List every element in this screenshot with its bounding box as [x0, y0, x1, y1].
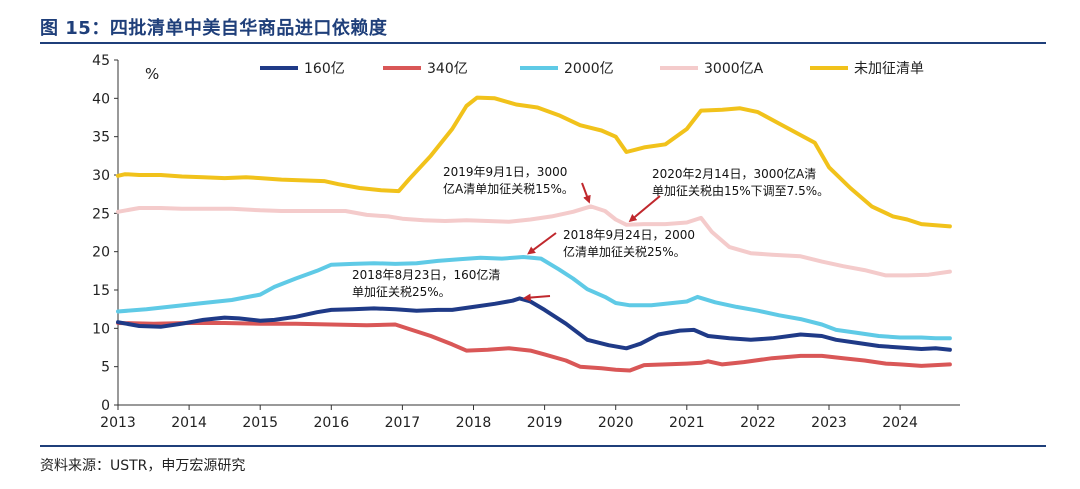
y-tick-label: 20 — [92, 245, 110, 261]
series-layer — [116, 95, 952, 373]
source-note: 资料来源：USTR，申万宏源研究 — [40, 458, 246, 474]
annotation: 2019年9月1日，3000 亿A清单加征关税15%。 — [443, 165, 591, 204]
y-tick-label: 30 — [92, 168, 110, 184]
annotation-arrow — [522, 293, 551, 302]
legend-item: 未加征清单 — [810, 61, 924, 77]
legend: 160亿 340亿 2000亿 3000亿A 未加征清单 — [260, 61, 924, 77]
annotation-text: 2018年9月24日，2000 — [563, 228, 695, 242]
legend-item: 340亿 — [383, 61, 468, 77]
x-tick-label: 2014 — [171, 415, 207, 431]
y-tick-label: 25 — [92, 206, 110, 222]
figure-title: 图 15：四批清单中美自华商品进口依赖度 — [40, 18, 388, 39]
annotation-text: 2018年8月23日，160亿清 — [352, 267, 500, 282]
annotation-text: 亿清单加征关税25%。 — [563, 244, 686, 259]
annotation-arrow — [581, 182, 591, 204]
annotation-arrow — [527, 232, 557, 255]
title-rule — [40, 42, 1046, 44]
y-tick-label: 35 — [92, 130, 110, 146]
x-tick-label: 2020 — [598, 415, 634, 431]
series-line-3 — [116, 255, 952, 341]
y-unit-label: % — [145, 65, 159, 83]
x-tick-label: 2013 — [100, 415, 136, 431]
legend-label: 3000亿A — [704, 61, 764, 77]
x-tick-label: 2016 — [313, 415, 349, 431]
x-tick-label: 2017 — [385, 415, 421, 431]
x-tick-label: 2018 — [456, 415, 492, 431]
source-rule — [40, 445, 1046, 447]
annotation-text: 单加征关税25%。 — [352, 285, 451, 299]
y-tick-label: 10 — [92, 321, 110, 337]
annotation-text: 单加征关税由15%下调至7.5%。 — [652, 184, 829, 198]
y-tick-label: 5 — [101, 360, 110, 376]
y-tick-label: 0 — [101, 398, 110, 414]
series-line-5 — [116, 95, 952, 229]
x-tick-label: 2021 — [669, 415, 705, 431]
legend-label: 340亿 — [427, 61, 468, 77]
series-line-4 — [116, 204, 952, 278]
y-tick-label: 45 — [92, 53, 110, 69]
legend-item: 160亿 — [260, 61, 345, 77]
annotation-text: 2019年9月1日，3000 — [443, 165, 567, 179]
x-tick-label: 2019 — [527, 415, 563, 431]
annotation-text: 2020年2月14日，3000亿A清 — [652, 166, 816, 181]
annotation-text: 亿A清单加征关税15%。 — [443, 181, 574, 196]
legend-item: 3000亿A — [660, 61, 764, 77]
legend-item: 2000亿 — [520, 61, 614, 77]
legend-label: 2000亿 — [564, 61, 614, 77]
annotation-arrow — [628, 195, 661, 223]
y-tick-label: 40 — [92, 91, 110, 107]
x-tick-label: 2024 — [882, 415, 918, 431]
axes: 0 5 10 15 20 25 30 35 40 45 2013 2014 2015 2016 2017 20… — [92, 53, 960, 431]
annotation-layer: 2019年9月1日，3000 亿A清单加征关税15%。 2020年2月14日，300… — [352, 165, 829, 302]
legend-label: 未加征清单 — [854, 61, 924, 77]
series-line-2 — [116, 321, 952, 373]
x-tick-label: 2015 — [242, 415, 278, 431]
y-tick-label: 15 — [92, 283, 110, 299]
legend-label: 160亿 — [304, 61, 345, 77]
x-tick-label: 2023 — [811, 415, 847, 431]
annotation: 2018年9月24日，2000 亿清单加征关税25%。 — [527, 228, 695, 259]
x-tick-label: 2022 — [740, 415, 776, 431]
